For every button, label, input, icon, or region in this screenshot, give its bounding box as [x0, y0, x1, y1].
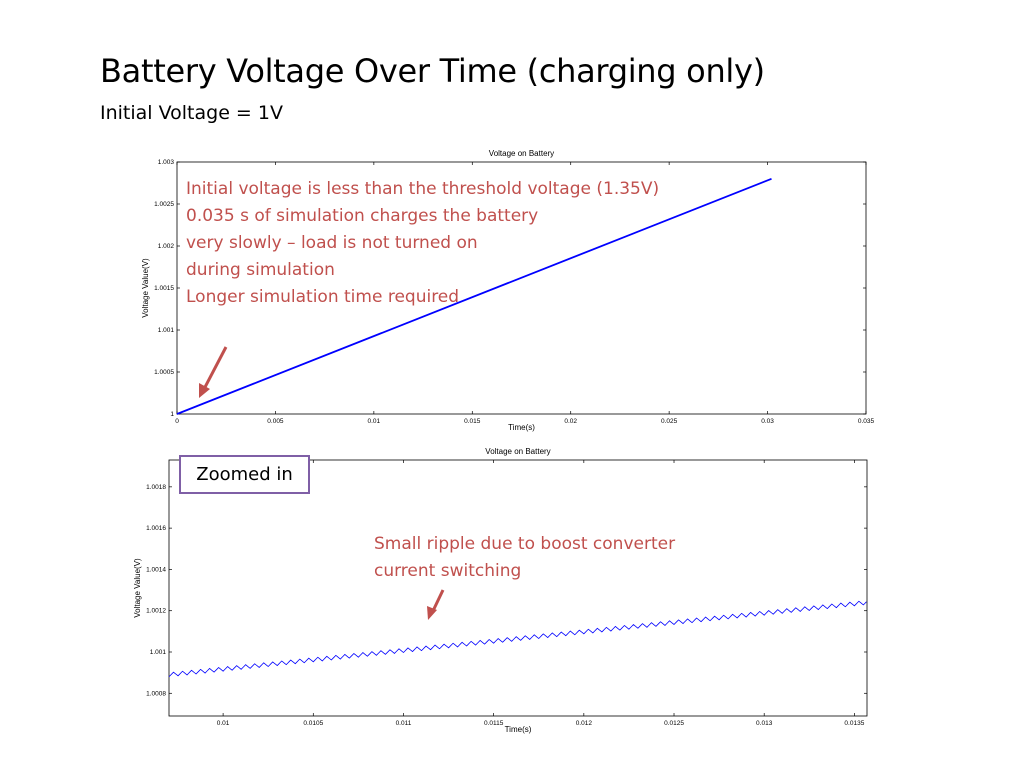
y-tick-label: 1.0012	[146, 608, 166, 615]
x-tick-label: 0.011	[396, 720, 412, 727]
x-tick-label: 0.013	[756, 720, 773, 727]
annotation-line: 0.035 s of simulation charges the batter…	[186, 206, 539, 226]
y-axis-label: Voltage Value(V)	[141, 258, 150, 318]
x-axis-label: Time(s)	[505, 725, 532, 734]
plot-area	[168, 459, 868, 717]
arrow-to-initial-voltage-icon	[199, 346, 228, 398]
y-tick-label: 1.0016	[146, 525, 166, 532]
arrow-to-ripple-icon	[427, 589, 445, 620]
annotation-line: Longer simulation time required	[186, 287, 460, 307]
y-tick-label: 1.0018	[146, 484, 166, 491]
y-tick-label: 1.0015	[154, 285, 174, 292]
x-tick-label: 0.005	[267, 418, 284, 425]
x-axis-label: Time(s)	[508, 423, 535, 432]
slide-subtitle: Initial Voltage = 1V	[100, 102, 283, 124]
y-tick-label: 1.0005	[154, 369, 174, 376]
series-line	[168, 600, 867, 678]
x-tick-label: 0	[175, 418, 179, 425]
chart-title: Voltage on Battery	[485, 447, 550, 456]
y-tick-label: 1.001	[158, 327, 175, 334]
zoomed-in-label: Zoomed in	[179, 455, 310, 494]
x-tick-label: 0.02	[564, 418, 577, 425]
y-tick-label: 1.0014	[146, 566, 166, 573]
y-tick-label: 1.0025	[154, 201, 174, 208]
annotation-line: Small ripple due to boost converter	[374, 534, 676, 554]
slide-title: Battery Voltage Over Time (charging only…	[100, 52, 765, 90]
annotation-line: Initial voltage is less than the thresho…	[186, 179, 660, 199]
y-tick-label: 1.001	[150, 649, 167, 656]
x-tick-label: 0.0125	[664, 720, 684, 727]
y-tick-label: 1	[170, 411, 174, 418]
bottom-chart-annotation: Small ripple due to boost converter curr…	[374, 531, 675, 585]
series-line	[176, 177, 772, 415]
x-tick-label: 0.025	[661, 418, 678, 425]
annotation-line: current switching	[374, 561, 522, 581]
x-tick-label: 0.0105	[303, 720, 323, 727]
y-tick-label: 1.0008	[146, 690, 166, 697]
x-tick-label: 0.0115	[484, 720, 504, 727]
annotation-line: very slowly – load is not turned on	[186, 233, 478, 253]
x-tick-label: 0.0135	[844, 720, 864, 727]
x-tick-label: 0.01	[217, 720, 230, 727]
y-axis-label: Voltage Value(V)	[133, 558, 142, 618]
top-chart-annotation: Initial voltage is less than the thresho…	[186, 176, 659, 311]
chart-title: Voltage on Battery	[489, 149, 554, 158]
y-tick-label: 1.002	[158, 243, 175, 250]
x-tick-label: 0.01	[368, 418, 381, 425]
plot-area	[176, 161, 867, 415]
y-tick-label: 1.003	[158, 159, 175, 166]
annotation-line: during simulation	[186, 260, 335, 280]
x-tick-label: 0.03	[761, 418, 774, 425]
x-tick-label: 0.035	[858, 418, 875, 425]
x-tick-label: 0.012	[576, 720, 593, 727]
x-tick-label: 0.015	[464, 418, 481, 425]
